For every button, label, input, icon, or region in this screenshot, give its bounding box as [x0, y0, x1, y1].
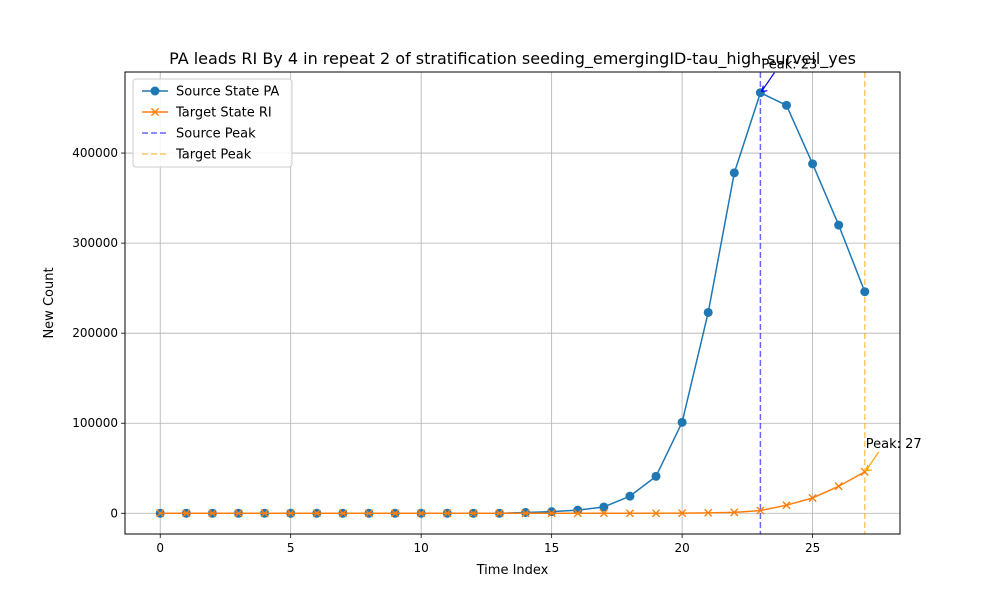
annotation-arrow	[865, 451, 880, 472]
data-point	[547, 507, 557, 517]
x-tick-label: 20	[674, 541, 689, 555]
peak-lines	[759, 72, 866, 534]
data-point	[521, 509, 530, 518]
data-point	[678, 509, 687, 518]
data-point	[390, 509, 400, 518]
data-point	[703, 307, 713, 317]
series-1	[156, 467, 869, 518]
legend-label: Source State PA	[176, 85, 279, 100]
series-layer	[155, 88, 870, 518]
x-tick-label: 25	[805, 541, 820, 555]
y-tick-label: 0	[110, 506, 118, 520]
legend-swatch-marker	[150, 86, 160, 96]
data-point	[808, 159, 818, 169]
data-point	[625, 491, 635, 501]
axis-ticks: 0 5 10 15 20 25 0 100000 200000 300000 400000	[72, 146, 820, 555]
series-line	[160, 471, 866, 515]
x-tick-label: 0	[156, 541, 164, 555]
legend-label: Target State RI	[175, 106, 272, 121]
legend-entry: Source Peak	[142, 127, 256, 142]
data-point	[834, 482, 843, 491]
grid	[125, 72, 900, 534]
data-point	[834, 220, 844, 230]
data-point	[364, 509, 374, 518]
data-point	[625, 509, 635, 518]
data-point	[443, 509, 452, 518]
legend-entry: Target State RI	[142, 106, 272, 121]
data-point	[417, 509, 426, 518]
x-axis-label: Time Index	[476, 563, 549, 578]
legend: Source State PA Target State RI Source Pea…	[132, 78, 293, 168]
legend-label: Source Peak	[176, 127, 256, 142]
annotation-arrowhead	[760, 85, 768, 93]
chart-title: PA leads RI By 4 in repeat 2 of stratifi…	[169, 49, 856, 69]
annotations: Peak: 23 Peak: 27	[760, 58, 922, 472]
legend-label: Target Peak	[175, 148, 252, 163]
data-point	[729, 168, 739, 178]
peak-annotation: Peak: 23	[760, 58, 817, 93]
annotation-arrowhead	[865, 464, 872, 472]
annotation-label: Peak: 23	[761, 58, 817, 73]
data-point	[599, 509, 608, 518]
y-axis-label: New Count	[42, 267, 57, 338]
data-point	[234, 509, 243, 518]
data-point	[704, 508, 713, 517]
plot-frame	[124, 71, 901, 535]
y-tick-label: 300000	[72, 236, 118, 250]
y-tick-label: 100000	[72, 416, 118, 430]
x-tick-label: 15	[544, 541, 559, 555]
data-point	[182, 509, 191, 518]
data-point	[730, 508, 739, 517]
peak-annotation: Peak: 27	[865, 437, 922, 472]
data-point	[860, 287, 870, 297]
data-point	[312, 509, 321, 518]
data-point	[208, 509, 217, 518]
data-point	[781, 100, 791, 110]
data-point	[469, 509, 478, 518]
y-tick-label: 400000	[72, 146, 118, 160]
data-point	[756, 506, 765, 515]
data-point	[651, 509, 661, 518]
data-point	[599, 502, 609, 512]
data-point	[808, 493, 817, 503]
legend-box	[132, 78, 293, 168]
annotation-arrow	[760, 72, 775, 93]
data-point	[156, 509, 165, 518]
data-point	[547, 509, 556, 518]
data-point	[338, 509, 347, 518]
legend-entry: Source State PA	[142, 85, 279, 100]
annotation-label: Peak: 27	[866, 437, 922, 452]
x-tick-label: 10	[414, 541, 429, 555]
data-point	[286, 509, 295, 518]
x-tick-label: 5	[287, 541, 295, 555]
data-point	[573, 505, 583, 515]
data-point	[495, 509, 504, 518]
y-tick-label: 200000	[72, 326, 118, 340]
data-point	[651, 471, 661, 481]
data-point	[573, 509, 582, 518]
legend-entry: Target Peak	[142, 148, 252, 163]
legend-swatch-marker	[150, 107, 160, 117]
data-point	[782, 501, 791, 510]
data-point	[260, 509, 269, 518]
data-point	[677, 417, 687, 427]
